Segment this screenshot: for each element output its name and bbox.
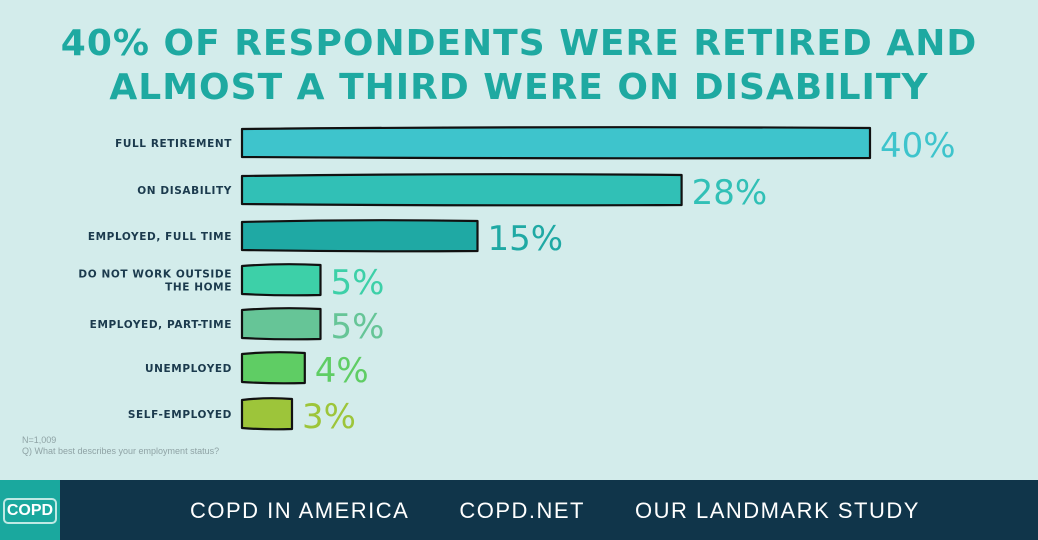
category-label: FULL RETIREMENT <box>115 138 232 150</box>
bar-0 <box>240 126 872 160</box>
footer: COPD COPD IN AMERICA COPD.NET OUR LANDMA… <box>0 480 1038 540</box>
category-label: DO NOT WORK OUTSIDE <box>78 269 232 281</box>
value-label: 5% <box>331 307 385 347</box>
bar-4 <box>240 307 322 341</box>
logo-text: COPD <box>3 498 57 524</box>
value-label: 4% <box>315 351 369 391</box>
copd-logo[interactable]: COPD <box>0 480 60 540</box>
category-label: SELF-EMPLOYED <box>128 409 232 421</box>
value-label: 5% <box>331 263 385 303</box>
bar-5 <box>240 351 306 385</box>
bar-3 <box>240 263 322 297</box>
category-label: THE HOME <box>165 282 232 294</box>
link-copd-net[interactable]: COPD.NET <box>459 498 585 523</box>
chart-title: 40% of respondents were retired and almo… <box>0 22 1038 110</box>
category-label: EMPLOYED, FULL TIME <box>88 231 232 243</box>
value-label: 15% <box>488 219 564 259</box>
bar-2 <box>240 219 479 253</box>
bar-chart: 40% FULL RETIREMENT 28% ON DISABILITY 15% EMP… <box>78 126 956 437</box>
link-landmark-study[interactable]: OUR LANDMARK STUDY <box>635 498 920 523</box>
category-label: EMPLOYED, PART-TIME <box>90 319 232 331</box>
value-label: 40% <box>880 126 956 166</box>
bar-1 <box>240 173 683 207</box>
survey-question: Q) What best describes your employment s… <box>22 446 220 456</box>
title-line-1: 40% of respondents were retired and <box>60 23 978 64</box>
value-label: 3% <box>302 397 356 437</box>
category-label: UNEMPLOYED <box>145 363 232 375</box>
link-copd-in-america[interactable]: COPD IN AMERICA <box>190 498 410 523</box>
value-label: 28% <box>692 173 768 213</box>
sample-size: N=1,009 <box>22 435 57 445</box>
title-line-2: almost a third were on disability <box>109 67 929 108</box>
category-label: ON DISABILITY <box>137 185 232 197</box>
bar-6 <box>240 397 294 431</box>
